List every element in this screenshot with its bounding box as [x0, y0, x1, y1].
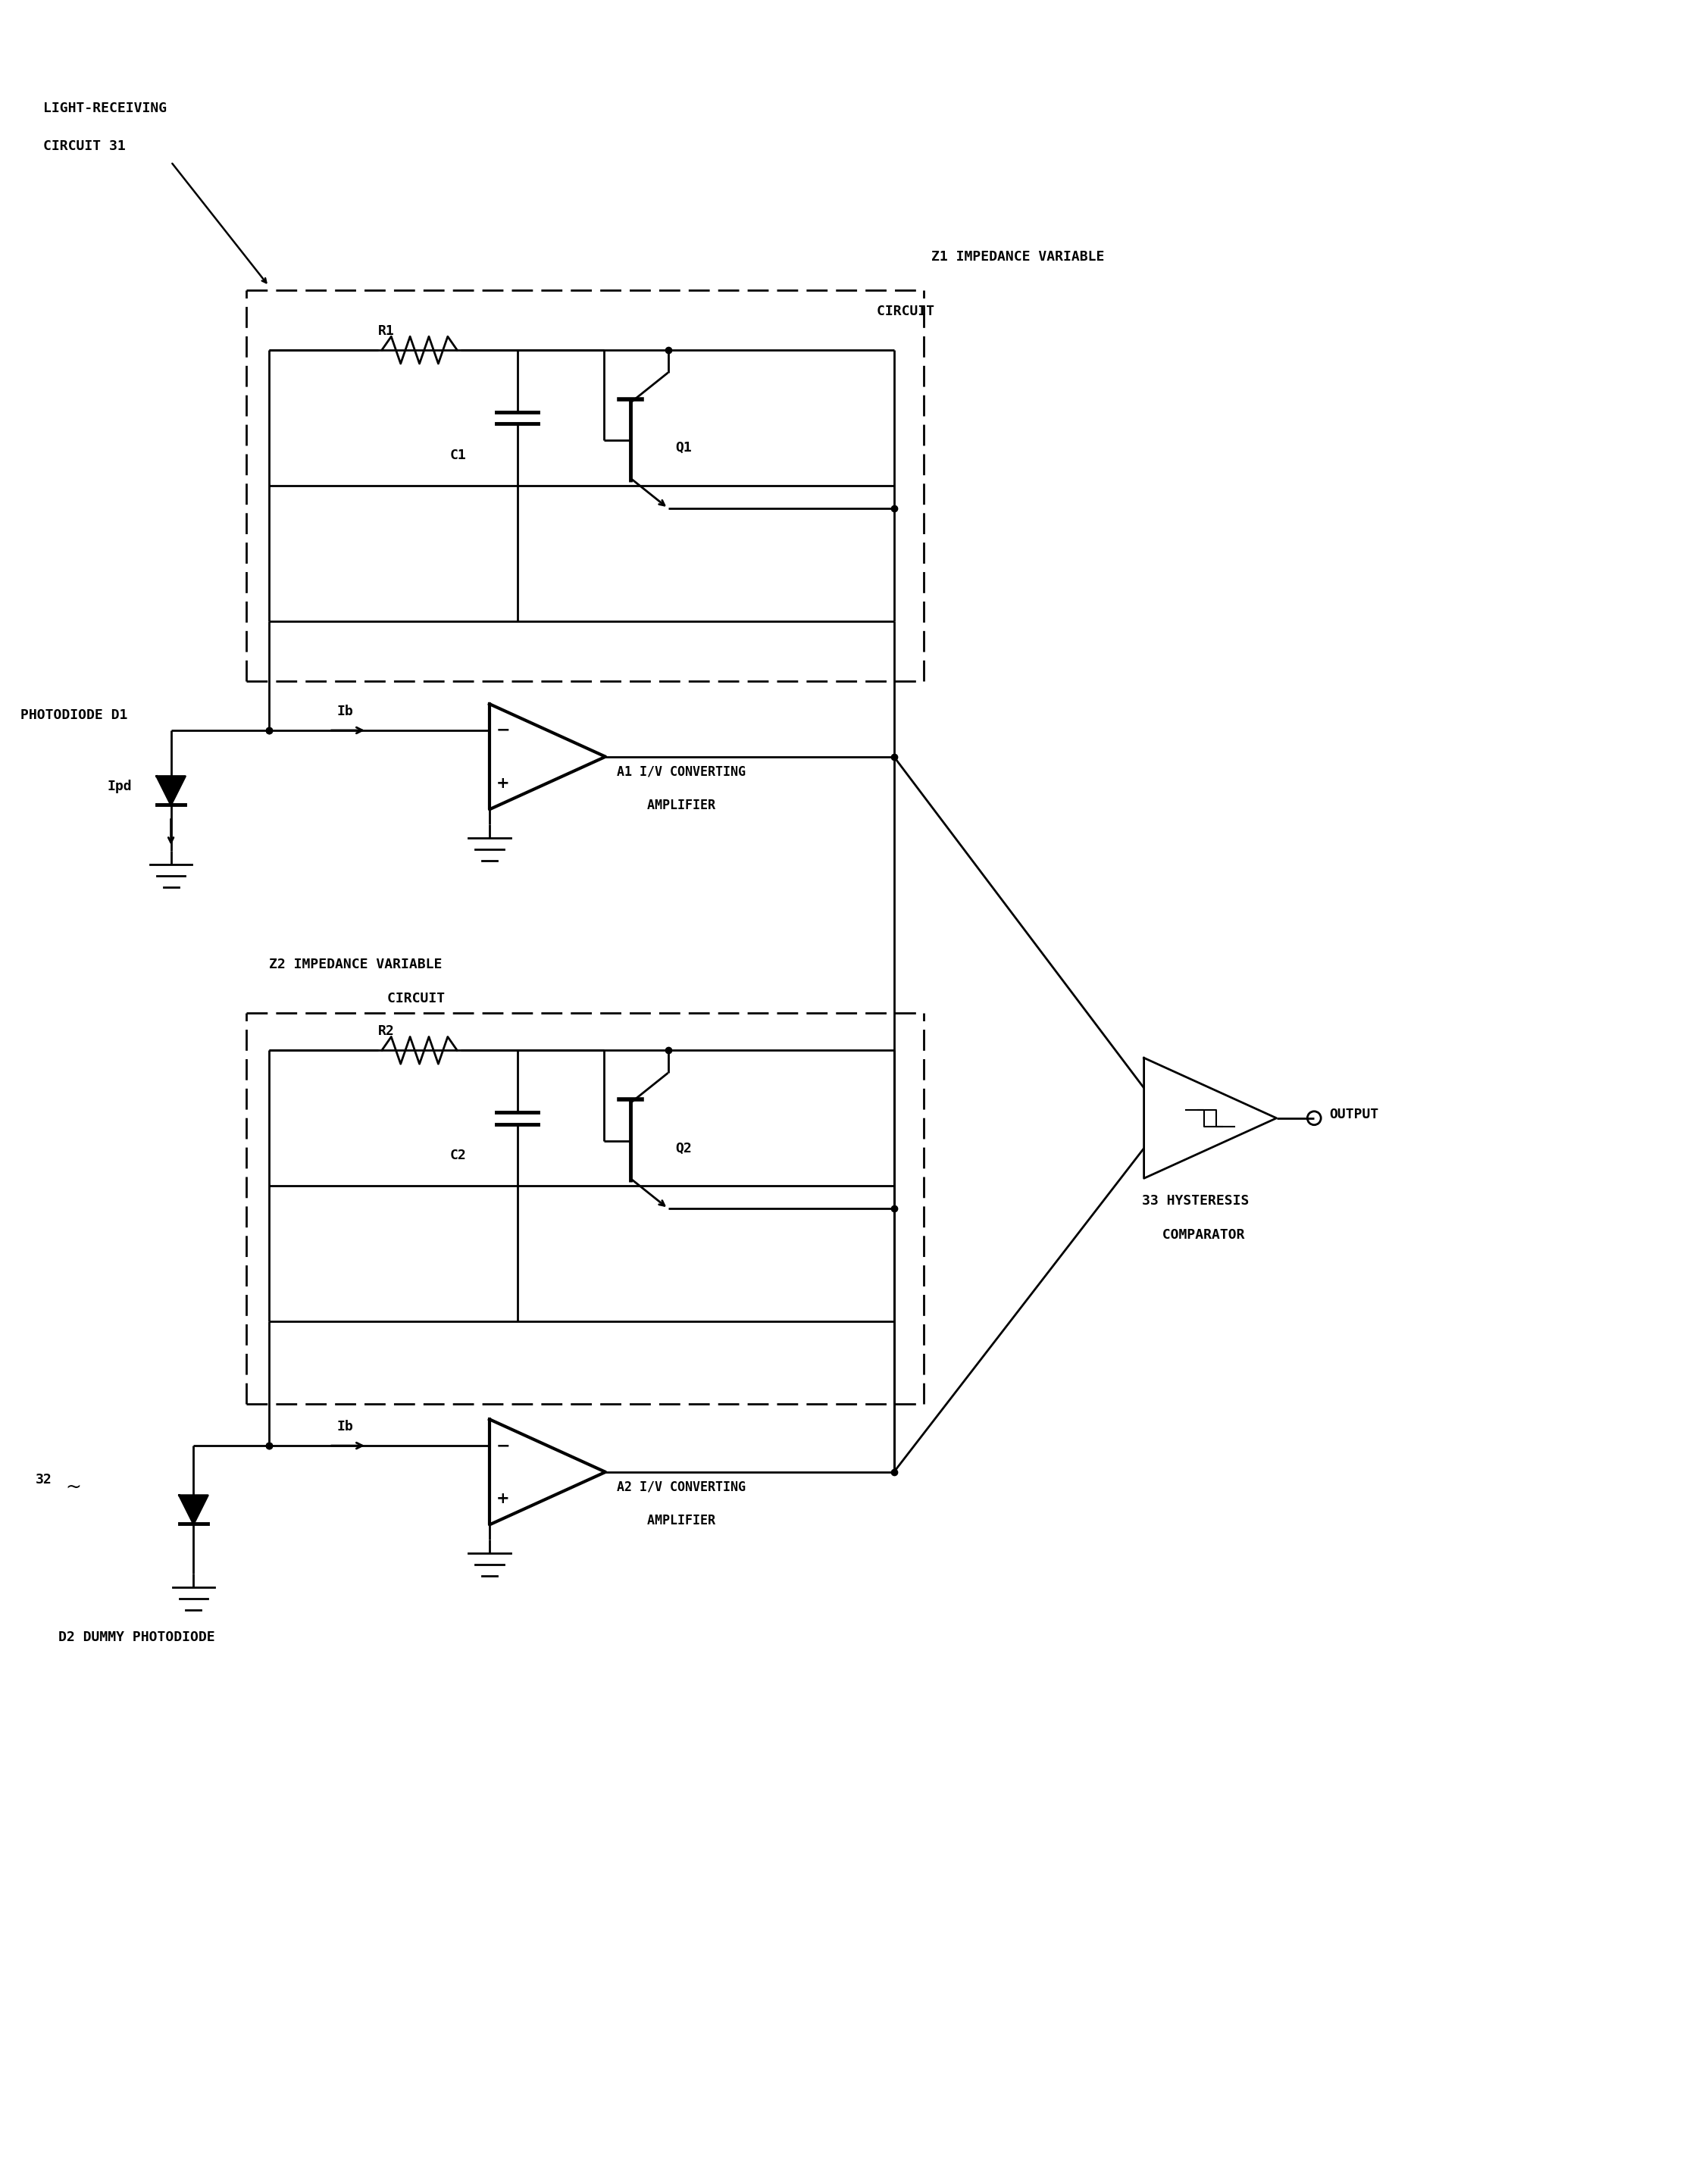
- Text: OUTPUT: OUTPUT: [1329, 1107, 1378, 1122]
- Text: A1 I/V CONVERTING: A1 I/V CONVERTING: [617, 765, 746, 778]
- Text: PHOTODIODE D1: PHOTODIODE D1: [20, 708, 128, 721]
- Text: +: +: [497, 1490, 509, 1506]
- Text: −: −: [495, 723, 511, 739]
- Text: Q2: Q2: [676, 1142, 692, 1155]
- Text: Ipd: Ipd: [108, 780, 132, 793]
- Text: D2 DUMMY PHOTODIODE: D2 DUMMY PHOTODIODE: [58, 1630, 215, 1645]
- Text: COMPARATOR: COMPARATOR: [1146, 1229, 1245, 1242]
- Text: +: +: [497, 776, 509, 791]
- Text: CIRCUIT 31: CIRCUIT 31: [43, 139, 125, 153]
- Text: Z1 IMPEDANCE VARIABLE: Z1 IMPEDANCE VARIABLE: [931, 251, 1105, 264]
- Text: Ib: Ib: [336, 1421, 354, 1434]
- Text: ~: ~: [65, 1477, 80, 1497]
- Text: Ib: Ib: [336, 704, 354, 719]
- Text: Q1: Q1: [676, 440, 692, 455]
- Text: R1: R1: [377, 325, 395, 338]
- Text: R2: R2: [377, 1024, 395, 1039]
- Text: Z2 IMPEDANCE VARIABLE: Z2 IMPEDANCE VARIABLE: [268, 957, 442, 972]
- Text: −: −: [495, 1438, 511, 1453]
- Text: A2 I/V CONVERTING: A2 I/V CONVERTING: [617, 1480, 746, 1495]
- Text: 33 HYSTERESIS: 33 HYSTERESIS: [1141, 1194, 1249, 1207]
- Text: 32: 32: [36, 1473, 51, 1486]
- Text: AMPLIFIER: AMPLIFIER: [617, 800, 716, 813]
- Text: CIRCUIT: CIRCUIT: [811, 305, 934, 318]
- Text: LIGHT-RECEIVING: LIGHT-RECEIVING: [43, 102, 166, 115]
- Text: C1: C1: [449, 449, 466, 462]
- Text: CIRCUIT: CIRCUIT: [321, 991, 446, 1005]
- Polygon shape: [157, 776, 184, 804]
- Polygon shape: [179, 1495, 208, 1523]
- Text: AMPLIFIER: AMPLIFIER: [617, 1514, 716, 1527]
- Text: C2: C2: [449, 1148, 466, 1164]
